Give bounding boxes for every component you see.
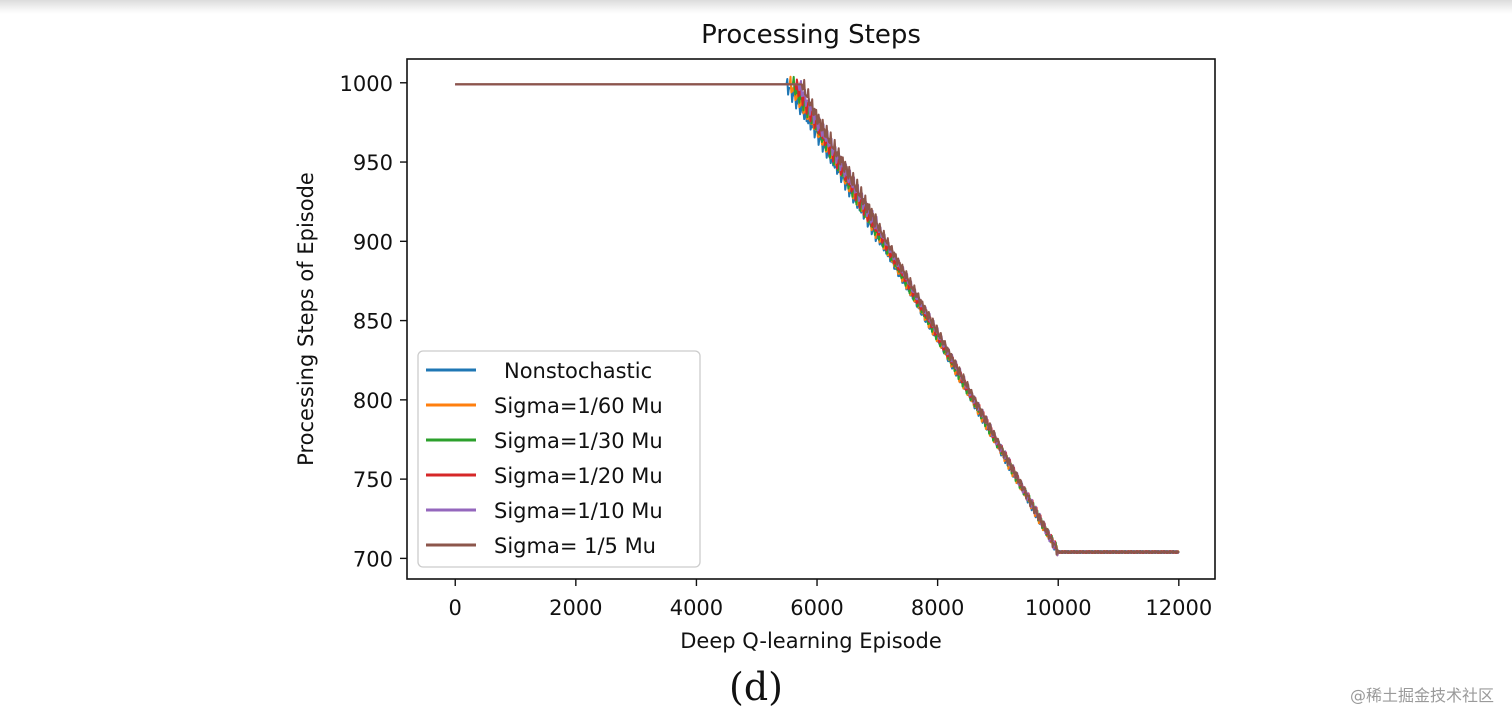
y-axis-label: Processing Steps of Episode [294, 172, 318, 466]
legend-label: Sigma= 1/5 Mu [494, 534, 656, 558]
x-tick-label: 4000 [670, 596, 723, 620]
legend: Nonstochastic Sigma=1/60 Mu Sigma=1/30 Mu S… [417, 350, 701, 568]
legend-label: Nonstochastic [504, 359, 652, 383]
y-tick-label: 900 [353, 230, 393, 254]
top-shadow-bar [0, 0, 1512, 14]
y-tick-label: 700 [353, 547, 393, 571]
x-tick-label: 8000 [911, 596, 964, 620]
y-tick-label: 850 [353, 310, 393, 334]
legend-label: Sigma=1/20 Mu [494, 464, 663, 488]
x-tick-label: 10000 [1025, 596, 1092, 620]
chart-title: Processing Steps [701, 20, 921, 50]
watermark: @稀土掘金技术社区 [1349, 686, 1494, 705]
plot-frame [406, 58, 1216, 580]
y-tick-label: 750 [353, 468, 393, 492]
x-tick-label: 2000 [549, 596, 602, 620]
legend-label: Sigma=1/30 Mu [494, 429, 663, 453]
x-tick-label: 6000 [790, 596, 843, 620]
legend-label: Sigma=1/60 Mu [494, 394, 663, 418]
x-axis-label: Deep Q-learning Episode [680, 629, 942, 653]
y-tick-label: 950 [353, 151, 393, 175]
x-tick-label: 0 [449, 596, 462, 620]
x-tick-label: 12000 [1145, 596, 1212, 620]
y-tick-label: 800 [353, 389, 393, 413]
figure-caption: (d) [729, 665, 783, 709]
legend-box [417, 350, 701, 568]
legend-label: Sigma=1/10 Mu [494, 499, 663, 523]
series-line [455, 78, 1180, 556]
y-tick-label: 1000 [340, 72, 393, 96]
